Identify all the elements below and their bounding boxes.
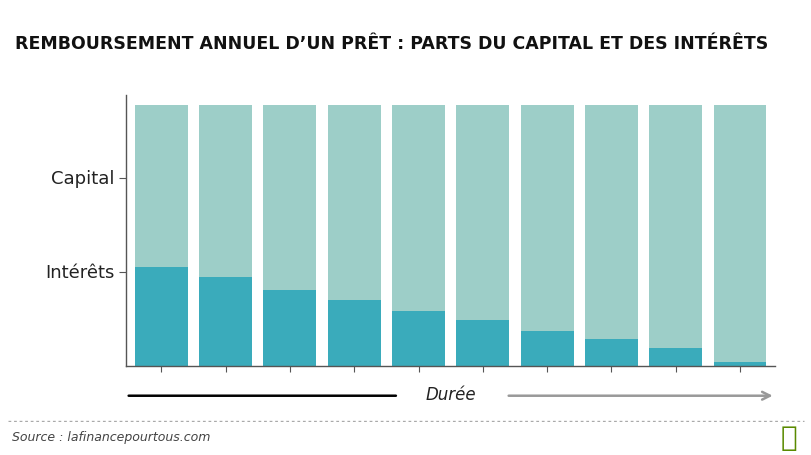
Bar (392, 312, 444, 366)
Bar (328, 300, 380, 366)
Bar (456, 321, 508, 366)
Bar (713, 362, 766, 366)
Text: 🌳: 🌳 (780, 423, 796, 451)
Bar (199, 278, 251, 366)
Bar (520, 106, 573, 331)
Bar (520, 331, 573, 366)
Text: Durée: Durée (425, 385, 475, 403)
Bar (135, 106, 187, 268)
Bar (649, 106, 702, 348)
Text: Intérêts: Intérêts (45, 263, 115, 282)
Bar (135, 268, 187, 366)
Text: REMBOURSEMENT ANNUEL D’UN PRÊT : PARTS DU CAPITAL ET DES INTÉRÊTS: REMBOURSEMENT ANNUEL D’UN PRÊT : PARTS D… (15, 35, 767, 52)
Bar (713, 106, 766, 362)
Bar (649, 348, 702, 366)
Bar (585, 106, 637, 339)
Bar (392, 106, 444, 312)
Bar (264, 291, 315, 366)
Bar (264, 106, 315, 291)
Text: Capital: Capital (51, 170, 115, 188)
Text: Source : lafinancepourtous.com: Source : lafinancepourtous.com (12, 430, 210, 443)
Bar (456, 106, 508, 321)
Bar (585, 339, 637, 366)
Bar (199, 106, 251, 278)
Bar (328, 106, 380, 300)
